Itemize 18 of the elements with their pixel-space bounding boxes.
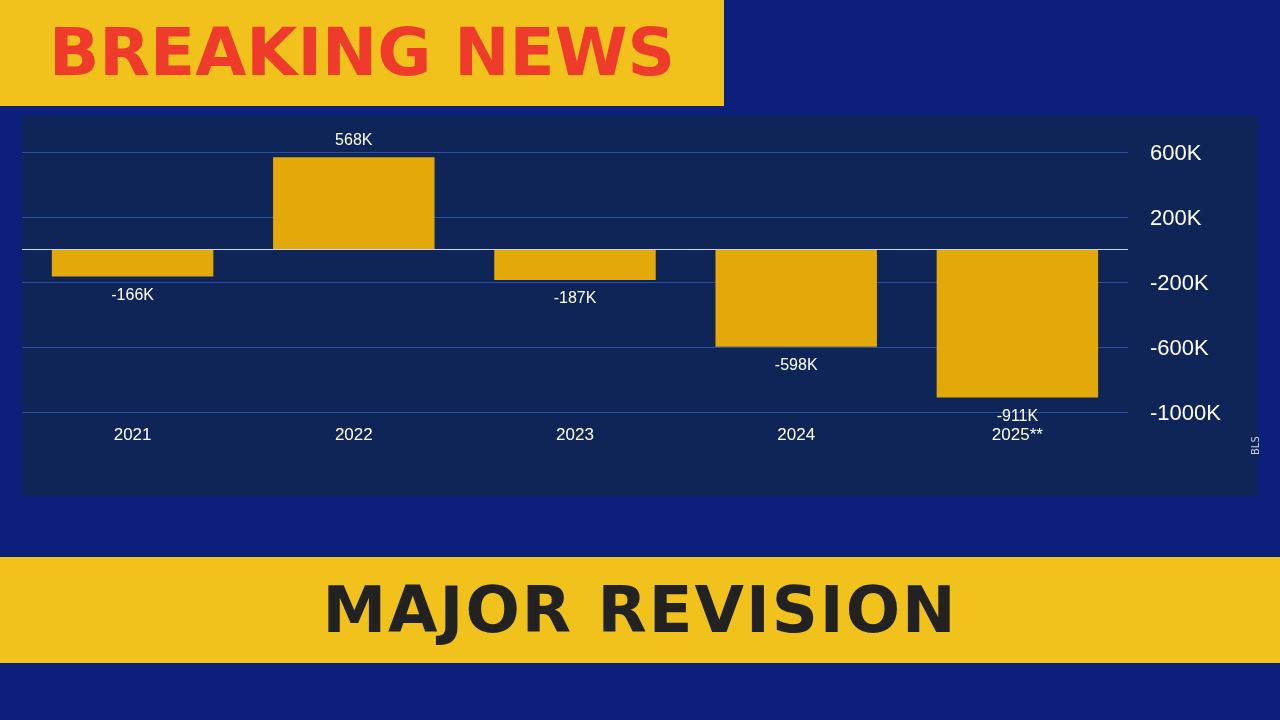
- y-tick-label: -200K: [1150, 269, 1210, 295]
- data-label: -598K: [774, 356, 818, 374]
- x-tick-label: 2024: [777, 425, 816, 444]
- text: BLS: [1250, 436, 1261, 455]
- data-label: -166K: [111, 285, 155, 303]
- y-tick-label: -1000K: [1150, 399, 1222, 425]
- y-tick-label: -600K: [1150, 334, 1210, 360]
- data-label: -187K: [553, 289, 597, 307]
- x-tick-label: 2022: [334, 425, 373, 444]
- x-tick-label: 2023: [556, 425, 594, 444]
- x-tick-label: 2021: [113, 425, 152, 444]
- y-tick-label: 200K: [1150, 204, 1202, 230]
- x-tick-label: 2025**: [991, 425, 1044, 444]
- data-label: 568K: [335, 130, 373, 148]
- text: MAJOR REVISION: [0, 557, 1280, 663]
- y-tick-label: 600K: [1150, 139, 1202, 165]
- data-label: -911K: [996, 407, 1039, 425]
- chart-title: BREAKING NEWS: [0, 0, 724, 106]
